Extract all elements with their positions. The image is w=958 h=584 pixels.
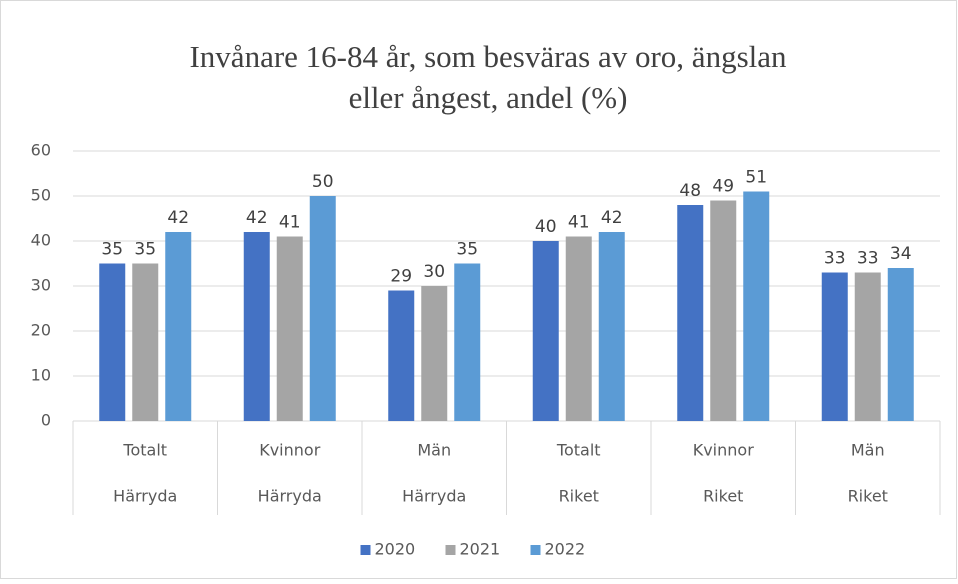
- data-label: 42: [246, 208, 268, 228]
- data-label: 50: [312, 172, 334, 192]
- x-tick-label: Totalt: [122, 441, 167, 460]
- bar: [565, 236, 592, 421]
- x-group-label: Riket: [559, 487, 599, 506]
- legend-label: 2020: [375, 540, 416, 559]
- data-label: 33: [857, 249, 879, 269]
- bar: [276, 236, 303, 421]
- bar: [388, 290, 415, 421]
- bar: [99, 263, 126, 421]
- y-tick-label: 30: [31, 276, 51, 295]
- x-group-label: Härryda: [402, 487, 466, 506]
- x-group-label: Härryda: [113, 487, 177, 506]
- y-tick-label: 50: [31, 186, 51, 205]
- bar: [854, 272, 881, 421]
- legend-label: 2022: [545, 540, 586, 559]
- data-label: 51: [745, 168, 767, 188]
- legend-swatch: [530, 545, 541, 555]
- data-label: 30: [423, 262, 445, 282]
- data-label: 34: [890, 244, 912, 264]
- bar: [165, 232, 192, 421]
- data-label: 42: [601, 208, 623, 228]
- bar: [243, 232, 270, 421]
- bar: [887, 268, 914, 421]
- y-tick-label: 20: [31, 321, 51, 340]
- data-label: 49: [712, 177, 734, 197]
- data-label: 41: [279, 213, 301, 233]
- data-label: 29: [390, 267, 412, 287]
- x-tick-label: Totalt: [556, 441, 601, 460]
- y-tick-label: 60: [31, 141, 51, 160]
- x-tick-label: Män: [851, 441, 885, 460]
- x-tick-label: Män: [417, 441, 451, 460]
- data-label: 42: [167, 208, 189, 228]
- chart-title: eller ångest, andel (%): [349, 80, 628, 115]
- bar: [421, 286, 448, 421]
- x-tick-label: Kvinnor: [259, 441, 320, 460]
- legend-swatch: [360, 545, 371, 555]
- data-label: 35: [101, 240, 123, 260]
- data-label: 35: [456, 240, 478, 260]
- legend-label: 2021: [460, 540, 501, 559]
- x-group-label: Härryda: [258, 487, 322, 506]
- bar: [532, 241, 559, 421]
- bar: [821, 272, 848, 421]
- x-group-label: Riket: [703, 487, 743, 506]
- chart-title: Invånare 16-84 år, som besväras av oro, …: [189, 39, 787, 74]
- legend-swatch: [445, 545, 456, 555]
- bar: [598, 232, 625, 421]
- y-tick-label: 0: [41, 411, 51, 430]
- y-tick-label: 40: [31, 231, 51, 250]
- data-label: 41: [568, 213, 590, 233]
- bar: [677, 205, 704, 421]
- bar: [710, 200, 737, 421]
- bar: [454, 263, 481, 421]
- bar: [743, 191, 770, 421]
- bar: [132, 263, 159, 421]
- data-label: 33: [824, 249, 846, 269]
- bar: [309, 196, 336, 421]
- x-group-label: Riket: [848, 487, 888, 506]
- data-label: 35: [134, 240, 156, 260]
- y-tick-label: 10: [31, 366, 51, 385]
- x-tick-label: Kvinnor: [693, 441, 754, 460]
- data-label: 48: [679, 181, 701, 201]
- data-label: 40: [535, 217, 557, 237]
